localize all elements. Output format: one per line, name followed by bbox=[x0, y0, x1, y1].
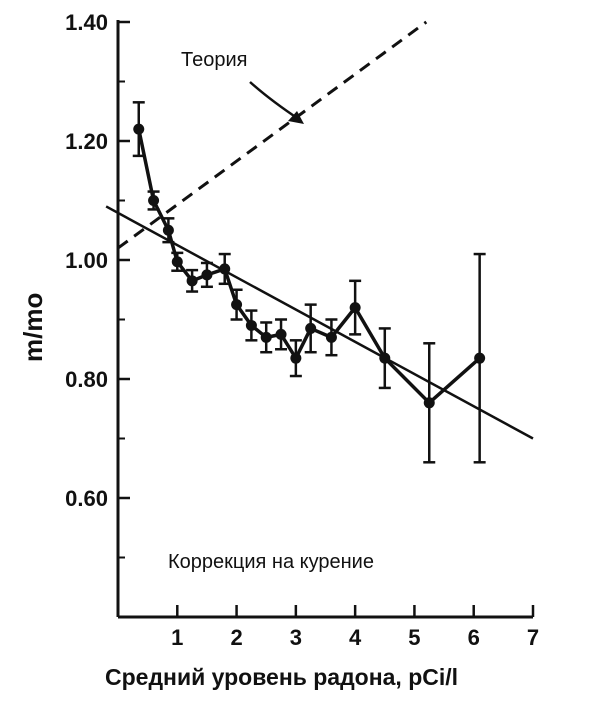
smoking-note: Коррекция на курение bbox=[168, 551, 374, 573]
data-point bbox=[219, 263, 231, 275]
data-point bbox=[379, 352, 391, 364]
y-tick-label: 0.60 bbox=[65, 486, 108, 511]
x-tick-label: 7 bbox=[527, 625, 539, 650]
data-point bbox=[349, 302, 361, 314]
x-axis-title: Средний уровень радона, pCi/l bbox=[105, 664, 458, 690]
data-point bbox=[423, 397, 435, 409]
data-point bbox=[231, 299, 243, 311]
theory-annotation: Теория bbox=[181, 49, 304, 124]
y-axis-title: m/mo bbox=[18, 293, 48, 362]
data-point bbox=[245, 319, 257, 331]
data-point bbox=[474, 352, 486, 364]
theory-arrow-head bbox=[288, 111, 304, 124]
data-point bbox=[171, 256, 183, 268]
x-axis-ticks: 1 2 3 4 5 6 7 bbox=[171, 605, 539, 650]
data-point bbox=[162, 224, 174, 236]
x-tick-label: 5 bbox=[408, 625, 420, 650]
data-point bbox=[201, 269, 213, 281]
fit-line bbox=[105, 205, 534, 440]
theory-label: Теория bbox=[181, 49, 247, 71]
data-point bbox=[290, 352, 302, 364]
x-tick-label: 2 bbox=[230, 625, 242, 650]
data-point bbox=[186, 275, 198, 287]
x-tick-label: 6 bbox=[468, 625, 480, 650]
data-series bbox=[132, 101, 486, 464]
theory-line-group bbox=[117, 20, 428, 250]
y-axis-ticks: 1.40 1.20 1.00 0.80 0.60 bbox=[65, 10, 130, 559]
data-point bbox=[305, 322, 317, 334]
x-tick-label: 1 bbox=[171, 625, 183, 650]
data-point bbox=[148, 195, 160, 206]
data-point bbox=[133, 123, 145, 135]
theory-line bbox=[117, 20, 428, 250]
data-point bbox=[325, 331, 337, 343]
fit-line-group bbox=[105, 205, 534, 440]
data-point bbox=[275, 328, 287, 340]
x-tick-label: 4 bbox=[349, 625, 362, 650]
y-tick-label: 1.20 bbox=[65, 129, 108, 154]
theory-arrow bbox=[249, 81, 301, 122]
data-point bbox=[260, 331, 272, 343]
y-tick-label: 0.80 bbox=[65, 367, 108, 392]
y-tick-label: 1.00 bbox=[65, 248, 108, 273]
y-tick-label: 1.40 bbox=[65, 10, 108, 35]
x-tick-label: 3 bbox=[290, 625, 302, 650]
